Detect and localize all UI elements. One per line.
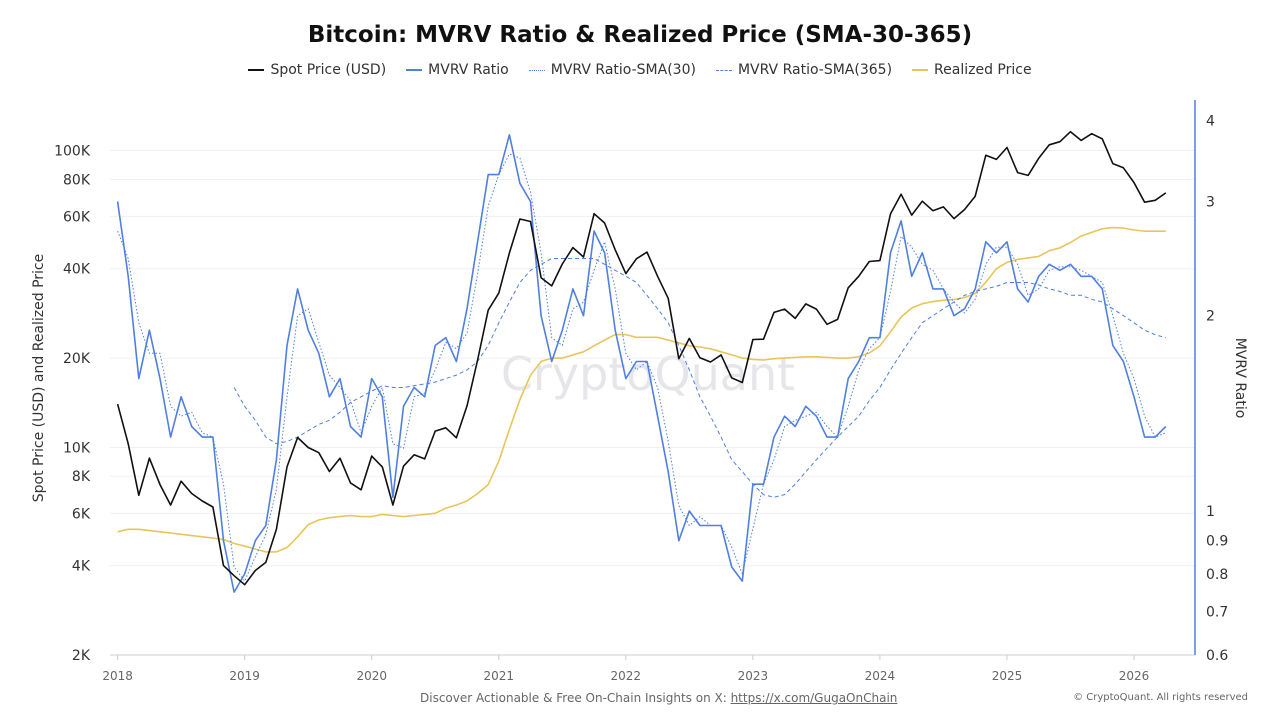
series-line-realized-price [117,226,1166,553]
legend-swatch [406,69,423,71]
y-axis-right-label: MVRV Ratio [1232,338,1248,419]
x-tick-label: 2019 [229,669,260,683]
series-line-mvrv-ratio-sma-365 [233,258,1166,498]
y-tick-right-label: 1 [1206,504,1215,520]
footer-link[interactable]: https://x.com/GugaOnChain [730,691,898,705]
legend-item-mvrv-sma365[interactable]: MVRV Ratio-SMA(365) [715,62,893,78]
legend-label: Spot Price (USD) [270,62,387,78]
series-group [116,130,1167,593]
y-tick-left-label: 4K [72,559,91,575]
footer: Discover Actionable & Free On-Chain Insi… [420,691,897,705]
axes: 2K 4K 6K 8K 10K 20K 40K 60K 80K 100K 0.6 0.7 0.8 0.9 1… [54,100,1228,683]
y-tick-right-label: 0.6 [1206,648,1228,664]
legend-swatch [715,69,732,71]
x-tick-label: 2025 [992,669,1023,683]
legend: Spot Price (USD) MVRV Ratio MVRV Ratio-S… [0,62,1280,78]
y-tick-left-label: 60K [63,209,91,225]
legend-label: MVRV Ratio-SMA(365) [737,62,893,78]
x-tick-label: 2026 [1119,669,1150,683]
legend-item-mvrv[interactable]: MVRV Ratio [406,62,509,78]
legend-swatch [912,69,929,71]
y-tick-right-label: 0.7 [1206,605,1228,621]
series-line-mvrv-ratio [116,134,1167,593]
legend-swatch [248,69,265,71]
x-tick-label: 2020 [356,669,387,683]
legend-label: MVRV Ratio [428,62,509,78]
footer-text: Discover Actionable & Free On-Chain Insi… [420,691,731,705]
legend-item-realized-price[interactable]: Realized Price [912,62,1032,78]
series-line-spot-price-usd [116,130,1167,586]
y-tick-left-label: 2K [72,648,91,664]
y-tick-left-label: 8K [72,469,91,485]
x-tick-label: 2018 [102,669,133,683]
y-tick-right-label: 4 [1206,113,1215,129]
y-tick-left-label: 100K [54,144,91,160]
watermark: CryptoQuant [501,347,795,401]
copyright: © CryptoQuant. All rights reserved [1073,692,1248,703]
x-tick-label: 2023 [738,669,769,683]
y-tick-right-label: 3 [1206,194,1215,210]
gridlines [110,150,1195,656]
x-tick-label: 2022 [611,669,642,683]
chart-title: Bitcoin: MVRV Ratio & Realized Price (SM… [307,22,973,48]
y-tick-right-label: 2 [1206,309,1215,325]
y-tick-left-label: 10K [63,440,91,456]
legend-item-spot-price[interactable]: Spot Price (USD) [248,62,386,78]
legend-swatch [528,69,545,71]
x-tick-label: 2024 [865,669,896,683]
x-tick-label: 2021 [483,669,514,683]
legend-label: MVRV Ratio-SMA(30) [550,62,696,78]
y-tick-left-label: 6K [72,506,91,522]
y-tick-left-label: 80K [63,172,91,188]
y-tick-right-label: 0.9 [1206,534,1228,550]
y-tick-left-label: 20K [63,351,91,367]
legend-item-mvrv-sma30[interactable]: MVRV Ratio-SMA(30) [528,62,696,78]
y-tick-right-label: 0.8 [1206,567,1228,583]
legend-label: Realized Price [934,62,1032,78]
y-axis-left-label: Spot Price (USD) and Realized Price [31,254,47,502]
y-tick-left-label: 40K [63,262,91,278]
